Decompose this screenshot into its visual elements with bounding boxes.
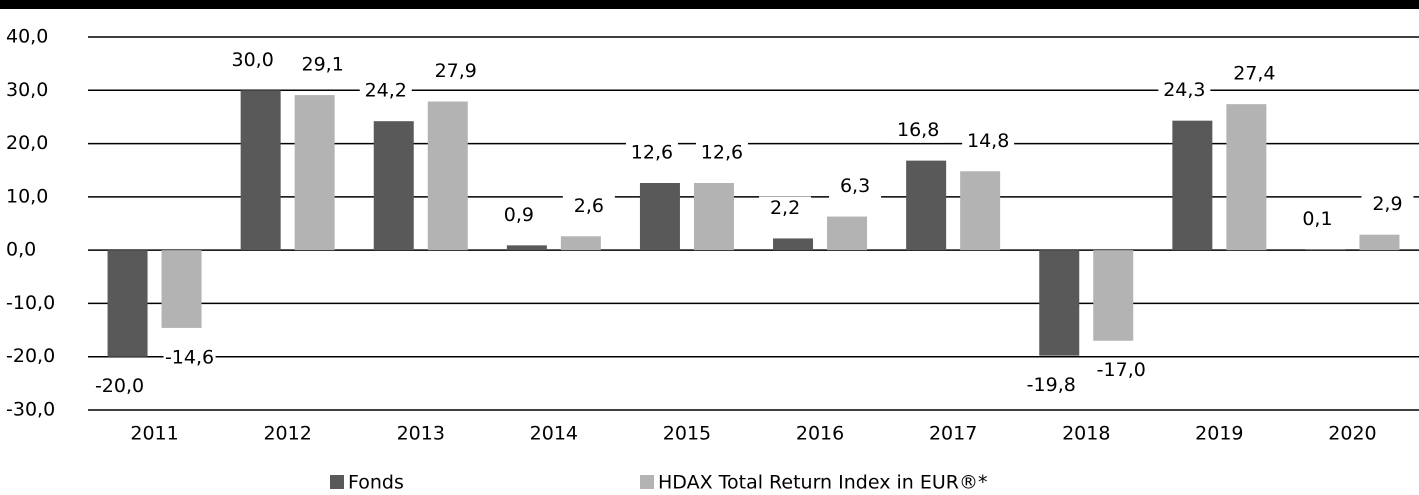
bar: [1359, 234, 1400, 251]
value-label-bg: [1095, 358, 1148, 383]
x-tick-label: 2016: [796, 423, 844, 445]
value-label-bg: [1361, 192, 1414, 217]
value-label: 24,3: [1163, 79, 1205, 101]
bar: [427, 101, 468, 251]
value-label: -17,0: [1097, 359, 1146, 381]
value-label: -20,0: [95, 375, 144, 397]
value-label-bg: [962, 129, 1015, 154]
value-label-bg: [359, 79, 412, 104]
bar: [773, 238, 814, 251]
value-label: 2,6: [574, 195, 604, 217]
value-label-bg: [296, 53, 349, 78]
bar: [960, 171, 1001, 251]
legend-label: Fonds: [348, 472, 404, 494]
bar: [693, 183, 734, 251]
bar: [240, 90, 281, 251]
x-tick-label: 2013: [397, 423, 445, 445]
bar: [1226, 104, 1267, 251]
value-label-bg: [829, 174, 882, 199]
value-label: 24,2: [365, 80, 407, 102]
top-rule: [0, 0, 1419, 9]
bar: [161, 250, 202, 328]
value-label-bg: [492, 203, 545, 228]
y-tick-label: 40,0: [6, 26, 48, 48]
value-label-bg: [1228, 62, 1281, 87]
value-label-bg: [226, 48, 279, 73]
value-label-bg: [93, 374, 146, 399]
x-tick-label: 2017: [929, 423, 977, 445]
value-label: 12,6: [631, 142, 673, 164]
y-tick-label: -10,0: [6, 292, 55, 314]
value-label: 0,9: [504, 204, 534, 226]
x-tick-label: 2020: [1328, 423, 1376, 445]
y-tick-label: 20,0: [6, 132, 48, 154]
y-tick-label: 30,0: [6, 79, 48, 101]
bar: [906, 160, 947, 251]
value-label-bg: [695, 141, 748, 166]
value-labels: -20,0 -14,6 30,0 29,1 24,2 27,9 0,9 2,6 12,6 12,6…: [93, 48, 1414, 399]
legend-swatch: [330, 475, 344, 489]
grid: [88, 36, 1419, 411]
x-tick-label: 2011: [130, 423, 178, 445]
bar: [373, 121, 414, 251]
y-tick-label: 10,0: [6, 185, 48, 207]
x-tick-label: 2019: [1195, 423, 1243, 445]
value-label: 16,8: [897, 119, 939, 141]
value-label: 29,1: [301, 54, 343, 76]
value-label-bg: [1025, 373, 1078, 398]
bar: [827, 216, 868, 251]
bar: [1039, 250, 1080, 356]
value-label: 2,2: [770, 197, 800, 219]
value-label-bg: [625, 141, 678, 166]
bar: [560, 236, 601, 251]
value-label: 2,9: [1372, 193, 1402, 215]
value-label: 14,8: [967, 130, 1009, 152]
value-label-bg: [759, 196, 812, 221]
value-label: 27,4: [1233, 63, 1275, 85]
value-label-bg: [1158, 78, 1211, 103]
value-label-bg: [163, 345, 216, 370]
legend-label: HDAX Total Return Index in EUR®*: [658, 472, 987, 494]
value-label-bg: [562, 194, 615, 219]
x-tick-label: 2015: [663, 423, 711, 445]
value-label: 0,1: [1302, 208, 1332, 230]
value-label-bg: [429, 59, 482, 84]
x-tick-label: 2014: [530, 423, 578, 445]
y-tick-label: -20,0: [6, 345, 55, 367]
x-tick-label: 2018: [1062, 423, 1110, 445]
bar: [1093, 250, 1134, 341]
bar: [1305, 249, 1346, 251]
bar: [294, 95, 335, 251]
value-label-bg: [1291, 207, 1344, 232]
bar: [506, 245, 547, 251]
y-tick-label: 0,0: [6, 239, 36, 261]
legend-swatch: [640, 475, 654, 489]
bar: [107, 250, 148, 357]
bar: [639, 183, 680, 251]
value-label: -19,8: [1027, 374, 1076, 396]
value-label: 12,6: [701, 142, 743, 164]
value-label: -14,6: [165, 346, 214, 368]
value-label: 27,9: [435, 60, 477, 82]
value-label: 6,3: [840, 175, 870, 197]
value-label: 30,0: [231, 49, 273, 71]
bar: [1172, 120, 1213, 251]
value-label-bg: [892, 118, 945, 143]
x-tick-label: 2012: [263, 423, 311, 445]
y-tick-label: -30,0: [6, 399, 55, 421]
